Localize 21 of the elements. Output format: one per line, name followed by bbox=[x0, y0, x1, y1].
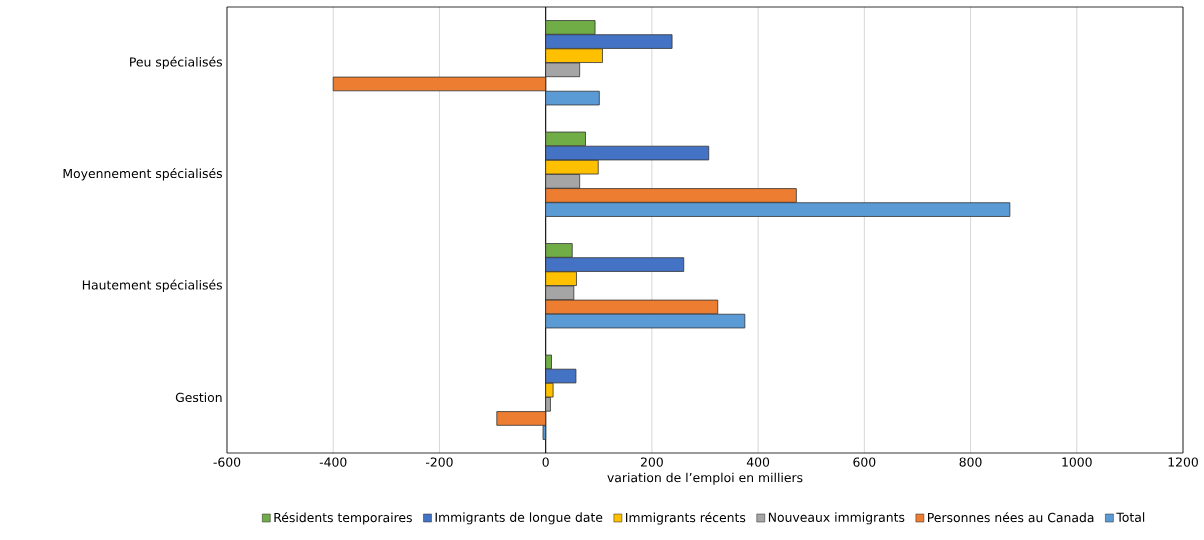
x-tick-label: -200 bbox=[425, 457, 453, 467]
y-tick-label: Peu spécialisés bbox=[130, 56, 222, 69]
x-tick-label: 600 bbox=[853, 457, 876, 467]
x-tick-label: -400 bbox=[319, 457, 347, 467]
y-tick-label: Hautement spécialisés bbox=[82, 279, 222, 292]
x-tick-label: -600 bbox=[213, 457, 241, 467]
legend-label: Total bbox=[1116, 512, 1145, 522]
legend-label: Immigrants récents bbox=[626, 512, 746, 525]
x-tick-label: 200 bbox=[640, 457, 663, 467]
legend-label: Personnes nées au Canada bbox=[928, 512, 1094, 523]
x-tick-label: 800 bbox=[959, 457, 982, 467]
x-tick-label: 1200 bbox=[1168, 457, 1198, 467]
x-tick-label: 0 bbox=[542, 457, 549, 467]
x-tick-label: 1000 bbox=[1062, 457, 1092, 467]
y-tick-label: Gestion bbox=[175, 392, 222, 403]
legend-label: Nouveaux immigrants bbox=[768, 512, 905, 525]
y-tick-label: Moyennement spécialisés bbox=[63, 168, 222, 181]
legend-label: Résidents temporaires bbox=[274, 512, 412, 525]
x-axis-title: variation de l’emploi en milliers bbox=[607, 472, 803, 485]
x-tick-label: 400 bbox=[746, 457, 770, 467]
legend-label: Immigrants de longue date bbox=[435, 512, 603, 525]
